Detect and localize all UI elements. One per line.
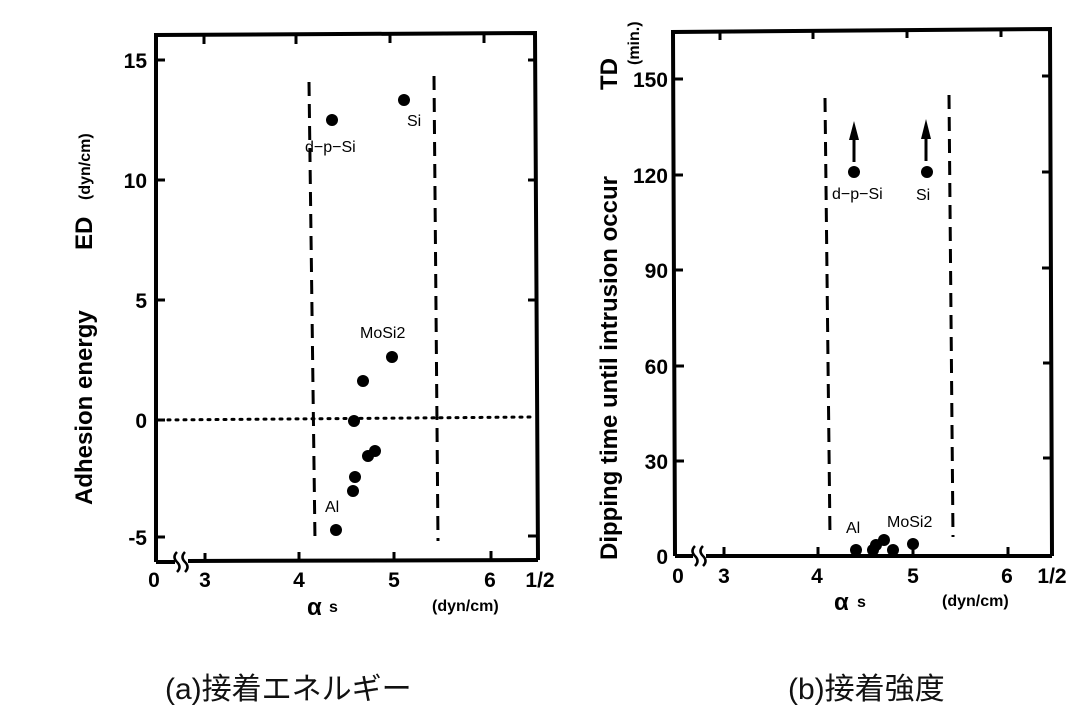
- x-ticks: [202, 34, 493, 562]
- y-tick-label: 0: [135, 410, 147, 433]
- y-tick-label: 120: [633, 165, 668, 188]
- caption-a: (a)接着エネルギー: [165, 673, 412, 706]
- data-point: [362, 450, 374, 462]
- axis-break-icon: [691, 545, 707, 567]
- x-unit-power: 1/2: [525, 569, 554, 592]
- svg-text:ED: ED: [71, 217, 98, 250]
- data-point: [357, 375, 369, 387]
- point-label-al: Al: [325, 499, 339, 516]
- y-tick-label: 0: [656, 546, 668, 569]
- zero-reference-line: [158, 415, 537, 422]
- caption-b: (b)接着強度: [788, 673, 945, 706]
- x-tick-labels: 0 3 4 5 6 1/2: [672, 565, 1066, 588]
- y-tick-label: 90: [645, 260, 668, 283]
- data-points: [848, 166, 933, 556]
- x-axis-title: α: [307, 594, 322, 621]
- x-tick-label: 5: [907, 565, 919, 588]
- x-axis: [156, 558, 539, 564]
- svg-text:(min.): (min.): [626, 21, 643, 65]
- y-tick-labels: 150 120 90 60 30 0: [633, 69, 668, 569]
- y-tick-label: 60: [645, 356, 668, 379]
- y-ticks: [674, 74, 1052, 463]
- arrow-up-icon: [921, 119, 931, 161]
- data-point: [386, 351, 398, 363]
- svg-text:(dyn/cm): (dyn/cm): [77, 133, 94, 200]
- x-tick-label: 0: [672, 565, 684, 588]
- data-point: [348, 415, 360, 427]
- y-tick-label: -5: [128, 527, 147, 550]
- x-tick-label: 4: [293, 569, 305, 592]
- y-axis-title: Dipping time until intrusion occur TD (m…: [596, 21, 643, 560]
- x-tick-label: 6: [484, 569, 496, 592]
- x-tick-label: 3: [199, 569, 211, 592]
- x-tick-label: 5: [388, 569, 400, 592]
- x-ticks: [718, 29, 1010, 556]
- boundary-dashed-line: [432, 75, 440, 542]
- point-label-si: Si: [916, 187, 930, 204]
- point-label-mosi2: MoSi2: [887, 514, 932, 531]
- chart-adhesion-strength: 150 120 90 60 30 0 0 3 4 5 6 1/2: [596, 21, 1067, 616]
- x-unit-power: 1/2: [1037, 565, 1066, 588]
- data-point: [850, 544, 862, 556]
- x-tick-label: 6: [1001, 565, 1013, 588]
- y-ticks: [156, 58, 538, 539]
- arrow-up-icon: [849, 121, 859, 162]
- boundary-dashed-line: [307, 81, 317, 542]
- data-point: [330, 524, 342, 536]
- y-tick-label: 10: [124, 170, 147, 193]
- y-tick-labels: 15 10 5 0 -5: [124, 50, 148, 550]
- data-point: [848, 166, 860, 178]
- data-points: [326, 94, 410, 536]
- y-tick-label: 30: [645, 451, 668, 474]
- svg-text:Adhesion energy: Adhesion energy: [71, 310, 98, 505]
- data-point: [398, 94, 410, 106]
- y-tick-label: 150: [633, 69, 668, 92]
- point-label-mosi2: MoSi2: [360, 325, 405, 342]
- x-axis-unit: (dyn/cm): [432, 598, 499, 615]
- point-label-d-p-si: d−p−Si: [305, 139, 356, 156]
- data-point: [878, 534, 890, 546]
- svg-text:Dipping time until intrusion o: Dipping time until intrusion occur: [596, 176, 623, 560]
- point-label-al: Al: [846, 520, 860, 537]
- boundary-dashed-line: [947, 94, 955, 538]
- svg-text:TD: TD: [596, 58, 623, 90]
- y-tick-label: 15: [124, 50, 148, 73]
- x-tick-label: 3: [718, 565, 730, 588]
- data-point: [349, 471, 361, 483]
- plot-frame: [154, 30, 540, 562]
- x-axis-title: α: [834, 589, 849, 616]
- y-tick-label: 5: [135, 290, 147, 313]
- data-point: [347, 485, 359, 497]
- boundary-dashed-line: [823, 97, 832, 538]
- x-tick-labels: 0 3 4 5 6 1/2: [148, 569, 554, 592]
- plot-frame: [670, 26, 1054, 557]
- x-tick-label: 4: [811, 565, 823, 588]
- data-point: [326, 114, 338, 126]
- x-axis-unit: (dyn/cm): [942, 593, 1009, 610]
- point-label-si: Si: [407, 113, 421, 130]
- data-point: [921, 166, 933, 178]
- axis-break-icon: [173, 551, 189, 573]
- chart-adhesion-energy: 15 10 5 0 -5 0 3 4 5 6 1/2: [71, 30, 555, 621]
- x-axis-subscript: s: [857, 594, 866, 611]
- x-axis-subscript: s: [329, 599, 338, 616]
- data-point: [887, 544, 899, 556]
- point-label-d-p-si: d−p−Si: [832, 186, 883, 203]
- y-axis-title: Adhesion energy ED (dyn/cm): [71, 133, 98, 505]
- x-tick-label: 0: [148, 569, 160, 592]
